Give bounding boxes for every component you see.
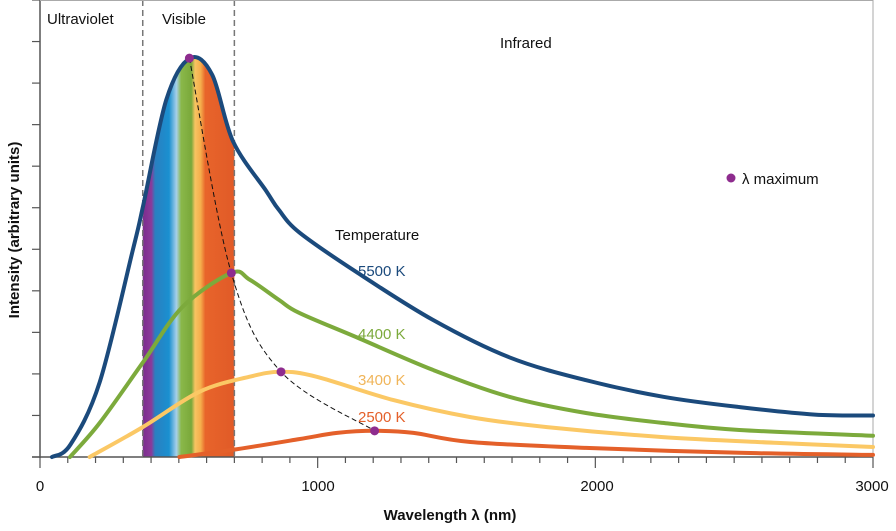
series-line-4400k xyxy=(67,269,875,459)
series-label-3400k: 3400 K xyxy=(358,372,406,389)
region-label-visible: Visible xyxy=(162,11,206,28)
peak-trend-dashed-line xyxy=(188,58,375,432)
peak-marker xyxy=(226,268,236,278)
series-line-5500k xyxy=(49,55,875,459)
y-ticks xyxy=(32,0,40,458)
axes-frame xyxy=(32,0,874,458)
legend-marker-icon xyxy=(726,173,736,183)
series-label-5500k: 5500 K xyxy=(358,263,406,280)
x-ticks xyxy=(39,457,874,468)
visible-spectrum-band xyxy=(141,0,236,457)
region-label-ultraviolet: Ultraviolet xyxy=(47,11,115,28)
series-line-2500k xyxy=(177,428,875,459)
x-axis-label: Wavelength λ (nm) xyxy=(384,507,517,524)
visible-spectrum-fill xyxy=(142,56,235,457)
peak-markers xyxy=(184,53,380,436)
peak-marker xyxy=(370,426,380,436)
x-tick-label: 1000 xyxy=(301,478,334,495)
series-label-2500k: 2500 K xyxy=(358,409,406,426)
series-label-4400k: 4400 K xyxy=(358,326,406,343)
legend-title: Temperature xyxy=(335,227,419,244)
peak-marker xyxy=(276,367,286,377)
series-line-3400k xyxy=(87,369,875,459)
legend-label: λ maximum xyxy=(742,171,819,188)
series-group xyxy=(49,55,875,459)
peak-marker xyxy=(184,53,194,63)
x-tick-label: 0 xyxy=(36,478,44,495)
x-tick-label: 2000 xyxy=(580,478,613,495)
region-label-infrared: Infrared xyxy=(500,35,552,52)
y-axis-label: Intensity (arbitrary units) xyxy=(6,142,23,319)
x-tick-label: 3000 xyxy=(855,478,888,495)
